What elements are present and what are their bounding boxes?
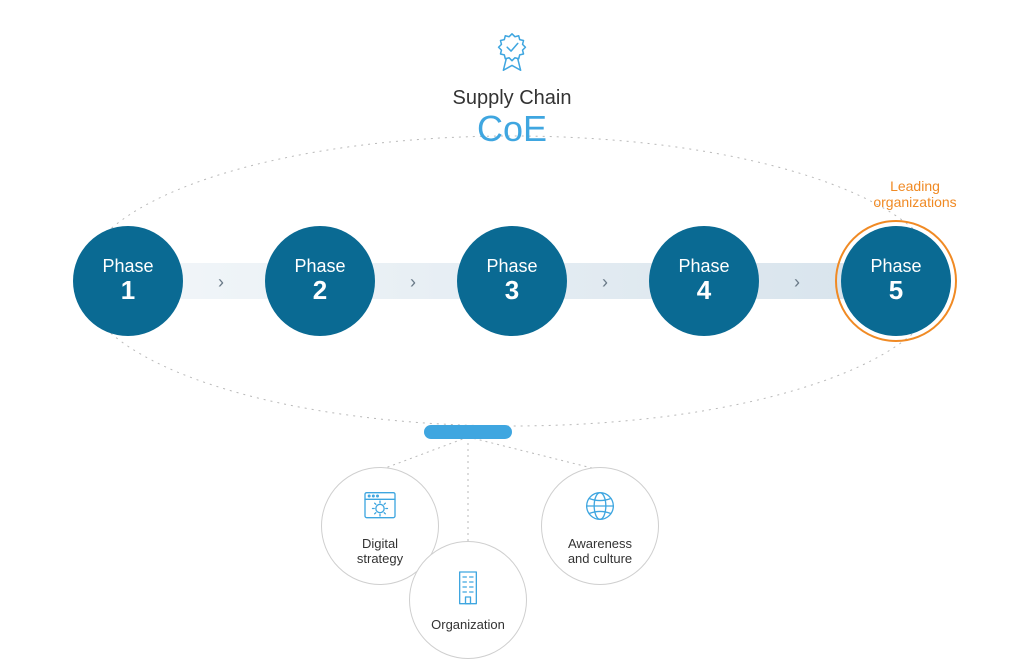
- footer-label: Digitalstrategy: [357, 537, 403, 567]
- footer-organization: Organization: [409, 541, 527, 659]
- phase-5-highlight-ring: [835, 220, 957, 342]
- header: Supply Chain CoE: [0, 30, 1024, 150]
- phase-label: Phase: [294, 256, 345, 277]
- header-title: Supply Chain: [0, 87, 1024, 110]
- leading-organizations-label: Leadingorganizations: [860, 178, 970, 210]
- footer-awareness-culture: Awarenessand culture: [541, 467, 659, 585]
- award-badge-icon: [489, 30, 535, 81]
- arrow-2: ›: [410, 272, 416, 293]
- footer-label: Awarenessand culture: [568, 537, 632, 567]
- accent-pill: [424, 425, 512, 439]
- building-icon: [451, 567, 485, 612]
- phase-label: Phase: [678, 256, 729, 277]
- diagram-stage: Supply Chain CoE Phase1Phase2Phase3Phase…: [0, 0, 1024, 672]
- phase-1: Phase1: [73, 226, 183, 336]
- phase-2: Phase2: [265, 226, 375, 336]
- phase-3: Phase3: [457, 226, 567, 336]
- browser-gear-icon: [360, 486, 400, 531]
- phase-label: Phase: [486, 256, 537, 277]
- arrow-3: ›: [602, 272, 608, 293]
- phase-number: 1: [121, 275, 135, 306]
- phase-number: 3: [505, 275, 519, 306]
- phase-4: Phase4: [649, 226, 759, 336]
- phase-number: 4: [697, 275, 711, 306]
- arrow-4: ›: [794, 272, 800, 293]
- arrow-1: ›: [218, 272, 224, 293]
- phase-label: Phase: [102, 256, 153, 277]
- globe-icon: [580, 486, 620, 531]
- header-subtitle: CoE: [0, 108, 1024, 150]
- phase-number: 2: [313, 275, 327, 306]
- footer-label: Organization: [431, 618, 505, 633]
